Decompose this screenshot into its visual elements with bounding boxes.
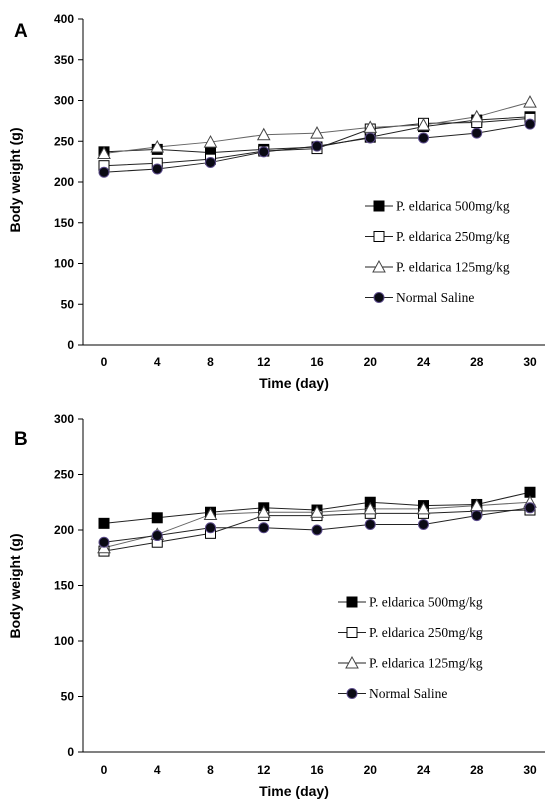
data-point: [469, 109, 484, 123]
y-tick-label: 350: [54, 53, 74, 67]
data-point: [151, 530, 163, 542]
data-point: [98, 517, 110, 529]
data-point: [310, 505, 324, 518]
y-tick-label: 400: [54, 12, 74, 26]
data-point: [205, 522, 216, 534]
x-tick-label: 8: [207, 355, 214, 369]
x-tick-label: 20: [364, 355, 378, 369]
y-tick-label: 100: [54, 257, 74, 271]
legend-entry-label: Normal Saline: [369, 686, 447, 701]
data-point: [471, 127, 483, 139]
y-tick-label: 0: [67, 338, 74, 352]
legend-marker: [372, 259, 386, 273]
data-point: [471, 510, 483, 522]
data-point: [256, 505, 271, 518]
x-tick-label: 4: [154, 763, 161, 777]
y-tick-label: 0: [67, 745, 74, 759]
x-tick-label: 0: [101, 355, 108, 369]
data-point: [364, 518, 376, 530]
data-point: [203, 135, 218, 148]
data-point: [524, 502, 536, 514]
data-point: [364, 132, 376, 144]
data-point: [151, 512, 163, 524]
data-point: [311, 140, 323, 152]
y-axis-title: Body weight (g): [7, 534, 23, 639]
data-point: [98, 536, 110, 548]
data-point: [311, 524, 323, 536]
legend-marker: [346, 596, 358, 608]
legend-marker: [346, 688, 358, 699]
y-tick-label: 250: [54, 134, 74, 148]
y-tick-label: 50: [61, 297, 75, 311]
legend-entry-label: P. eldarica 250mg/kg: [369, 625, 483, 640]
x-tick-label: 30: [523, 763, 537, 777]
legend-marker: [373, 292, 385, 303]
x-axis-title: Time (day): [259, 783, 329, 799]
y-tick-label: 200: [54, 523, 74, 537]
data-point: [97, 146, 111, 159]
data-point: [256, 127, 271, 141]
data-point: [363, 501, 378, 515]
x-tick-label: 28: [470, 763, 484, 777]
x-tick-label: 24: [417, 763, 431, 777]
data-point: [258, 146, 270, 158]
data-point: [523, 95, 537, 108]
data-point: [524, 118, 536, 130]
data-point: [416, 117, 431, 131]
y-tick-label: 150: [54, 216, 74, 230]
y-tick-label: 200: [54, 175, 74, 189]
data-point: [416, 501, 431, 515]
data-point: [98, 166, 110, 178]
data-point: [418, 518, 429, 530]
x-tick-label: 12: [257, 355, 271, 369]
x-tick-label: 4: [154, 355, 161, 369]
data-point: [205, 156, 216, 168]
data-point: [203, 507, 218, 520]
x-tick-label: 8: [207, 763, 214, 777]
y-tick-label: 300: [54, 412, 74, 426]
legend-marker: [373, 231, 385, 242]
legend-entry-label: P. eldarica 125mg/kg: [396, 260, 510, 275]
y-tick-label: 50: [61, 690, 75, 704]
data-point: [150, 139, 165, 153]
data-point: [363, 120, 378, 133]
x-tick-label: 30: [523, 355, 537, 369]
y-tick-label: 250: [54, 468, 74, 482]
data-point: [418, 132, 429, 144]
y-axis-title: Body weight (g): [7, 128, 23, 233]
legend-marker: [373, 200, 385, 212]
legend-entry-label: P. eldarica 250mg/kg: [396, 229, 510, 244]
x-axis-title: Time (day): [259, 375, 329, 391]
panel-label: A: [14, 21, 28, 42]
y-tick-label: 100: [54, 634, 74, 648]
legend-marker: [345, 655, 359, 669]
x-tick-label: 12: [257, 763, 271, 777]
x-tick-label: 28: [470, 355, 484, 369]
y-tick-label: 300: [54, 94, 74, 108]
x-tick-label: 24: [417, 355, 431, 369]
data-point: [310, 126, 324, 139]
legend-marker: [346, 627, 358, 638]
data-point: [151, 163, 163, 175]
legend-entry-label: P. eldarica 125mg/kg: [369, 656, 483, 671]
data-point: [258, 522, 270, 534]
x-tick-label: 16: [310, 355, 324, 369]
x-tick-label: 20: [364, 763, 378, 777]
y-tick-label: 150: [54, 579, 74, 593]
panel-label: B: [14, 429, 28, 450]
x-tick-label: 16: [310, 763, 324, 777]
legend-entry-label: P. eldarica 500mg/kg: [369, 595, 483, 610]
legend-entry-label: Normal Saline: [396, 290, 474, 305]
x-tick-label: 0: [101, 763, 108, 777]
chart-panel-a: 0 50 100 150 200 250 300 350 400 0 4 8 12 16 20 24 28 30 A…: [7, 12, 545, 391]
chart-panel-b: 0 50 100 150 200 250 300 0 4 8 12 16 20 24 28 30 B Time (…: [7, 412, 545, 799]
legend-entry-label: P. eldarica 500mg/kg: [396, 199, 510, 214]
